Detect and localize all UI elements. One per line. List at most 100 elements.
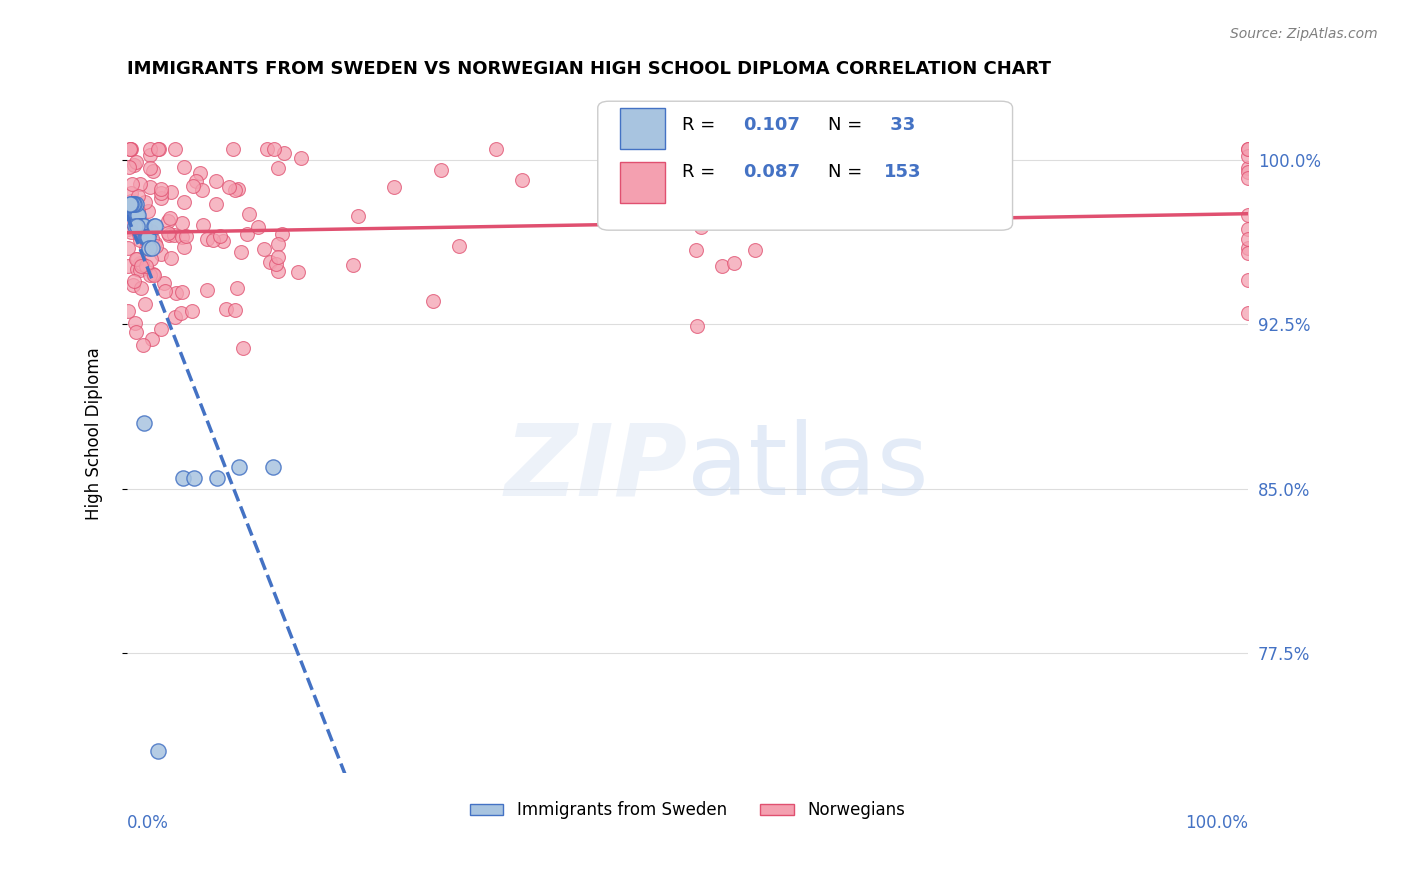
Norwegians	[1237, 232, 1260, 246]
Norwegians	[447, 239, 470, 253]
Immigrants from Sweden	[138, 241, 160, 255]
Norwegians	[287, 265, 309, 279]
Norwegians	[191, 183, 214, 197]
Text: 0.107: 0.107	[744, 116, 800, 134]
Immigrants from Sweden	[124, 219, 146, 233]
Norwegians	[125, 326, 148, 340]
Norwegians	[693, 188, 716, 202]
Norwegians	[163, 310, 186, 325]
Text: 0.087: 0.087	[744, 163, 800, 181]
Norwegians	[153, 285, 176, 299]
Immigrants from Sweden	[183, 470, 205, 484]
Immigrants from Sweden	[205, 470, 228, 484]
Norwegians	[138, 268, 160, 282]
Norwegians	[623, 192, 645, 206]
Norwegians	[264, 257, 287, 271]
Norwegians	[195, 231, 218, 245]
Norwegians	[485, 142, 508, 156]
Norwegians	[135, 234, 157, 248]
Immigrants from Sweden	[142, 219, 165, 233]
Norwegians	[173, 160, 195, 174]
Text: R =: R =	[682, 116, 721, 134]
Norwegians	[117, 303, 139, 318]
Norwegians	[150, 246, 173, 260]
Norwegians	[125, 252, 148, 267]
Immigrants from Sweden	[124, 208, 146, 222]
Norwegians	[218, 179, 240, 194]
Norwegians	[226, 182, 249, 196]
Norwegians	[238, 207, 260, 221]
Norwegians	[139, 142, 162, 156]
Norwegians	[267, 264, 290, 278]
Norwegians	[263, 142, 285, 156]
Norwegians	[160, 185, 183, 199]
Norwegians	[127, 221, 149, 235]
Text: Source: ZipAtlas.com: Source: ZipAtlas.com	[1230, 27, 1378, 41]
Norwegians	[131, 217, 153, 231]
Norwegians	[271, 227, 294, 242]
Norwegians	[689, 219, 711, 234]
Norwegians	[259, 255, 281, 269]
Norwegians	[224, 302, 246, 317]
Norwegians	[1237, 165, 1260, 179]
Norwegians	[166, 285, 188, 300]
Norwegians	[131, 338, 153, 352]
Norwegians	[184, 174, 207, 188]
Text: ZIP: ZIP	[505, 419, 688, 516]
Norwegians	[170, 285, 193, 300]
Norwegians	[139, 148, 162, 162]
Norwegians	[1237, 171, 1260, 186]
Norwegians	[1237, 305, 1260, 319]
Norwegians	[142, 267, 165, 281]
Norwegians	[181, 178, 204, 193]
Immigrants from Sweden	[136, 229, 159, 244]
Immigrants from Sweden	[121, 197, 143, 211]
Norwegians	[122, 159, 145, 173]
Norwegians	[122, 274, 145, 288]
Norwegians	[346, 209, 368, 223]
Norwegians	[118, 142, 141, 156]
Norwegians	[159, 251, 181, 265]
Norwegians	[125, 210, 148, 224]
Immigrants from Sweden	[134, 229, 156, 244]
Norwegians	[117, 241, 139, 255]
Immigrants from Sweden	[122, 208, 145, 222]
Norwegians	[222, 142, 245, 156]
FancyBboxPatch shape	[598, 101, 1012, 230]
Norwegians	[226, 280, 249, 294]
Norwegians	[1237, 241, 1260, 255]
Norwegians	[149, 322, 172, 336]
Immigrants from Sweden	[136, 229, 159, 244]
Text: 0.0%: 0.0%	[127, 814, 169, 832]
Norwegians	[1237, 149, 1260, 163]
Legend: Immigrants from Sweden, Norwegians: Immigrants from Sweden, Norwegians	[464, 795, 911, 826]
Norwegians	[117, 221, 139, 235]
Immigrants from Sweden	[141, 241, 163, 255]
Immigrants from Sweden	[132, 416, 155, 430]
Norwegians	[118, 142, 141, 156]
Immigrants from Sweden	[129, 219, 152, 233]
Norwegians	[229, 244, 252, 259]
Norwegians	[205, 174, 228, 188]
Norwegians	[510, 173, 533, 187]
Text: atlas: atlas	[688, 419, 929, 516]
Norwegians	[135, 241, 157, 255]
Norwegians	[181, 304, 204, 318]
Norwegians	[118, 160, 141, 174]
Norwegians	[121, 278, 143, 293]
Norwegians	[143, 235, 166, 250]
Norwegians	[124, 155, 146, 169]
Norwegians	[744, 244, 766, 258]
Norwegians	[120, 225, 142, 239]
Norwegians	[174, 229, 197, 244]
Norwegians	[202, 233, 225, 247]
Text: 153: 153	[883, 163, 921, 181]
Immigrants from Sweden	[120, 197, 142, 211]
Norwegians	[129, 256, 152, 270]
Norwegians	[685, 243, 707, 257]
Norwegians	[139, 224, 162, 238]
Y-axis label: High School Diploma: High School Diploma	[86, 348, 103, 520]
Norwegians	[128, 233, 150, 247]
Immigrants from Sweden	[125, 197, 148, 211]
Norwegians	[382, 180, 405, 194]
